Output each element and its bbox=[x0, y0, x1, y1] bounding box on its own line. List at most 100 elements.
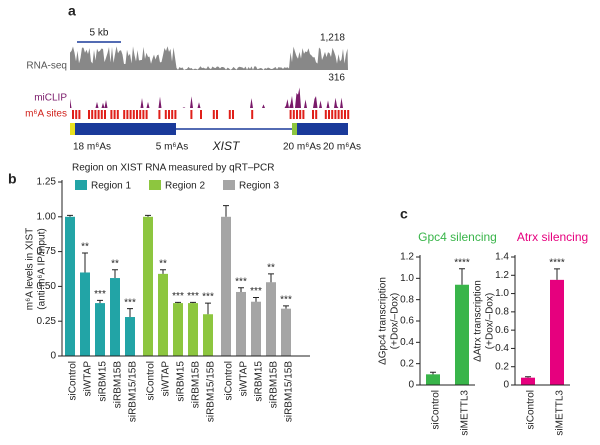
error-bar bbox=[145, 214, 151, 217]
m6a-site bbox=[139, 110, 142, 119]
m6a-site bbox=[75, 110, 78, 119]
m6a-site bbox=[168, 110, 170, 119]
error-bar bbox=[127, 308, 133, 318]
gene-label: 18 m⁶As bbox=[73, 142, 111, 153]
error-bar bbox=[238, 287, 244, 292]
m6a-site bbox=[289, 110, 292, 119]
y-tick-label: 1.0 bbox=[495, 288, 509, 299]
y-tick-label: 1.2 bbox=[495, 270, 509, 281]
significance: *** bbox=[124, 297, 136, 308]
bar bbox=[173, 303, 183, 356]
gene-label: XIST bbox=[212, 139, 241, 153]
m6a-site bbox=[296, 110, 298, 119]
exon bbox=[292, 123, 348, 135]
error-bar bbox=[430, 371, 436, 375]
x-tick-label: siControl bbox=[146, 361, 157, 400]
error-bar bbox=[175, 301, 181, 304]
m6a-site bbox=[344, 110, 346, 119]
exon bbox=[70, 123, 176, 135]
m6a-site bbox=[129, 110, 132, 119]
error-bar bbox=[253, 297, 259, 302]
x-tick-label: siControl bbox=[431, 390, 442, 429]
y-tick-label: 0.2 bbox=[495, 361, 509, 372]
m6a-site bbox=[331, 110, 334, 119]
x-tick-label: siRBM15/15B bbox=[128, 361, 139, 422]
y-tick-label: 1.00 bbox=[37, 211, 57, 222]
y-tick-label: 0 bbox=[408, 380, 414, 391]
y-axis-label: (+Dox/–Dox) bbox=[390, 293, 401, 349]
x-tick-label: siRBM15B bbox=[113, 361, 124, 409]
error-bar bbox=[554, 268, 560, 280]
m6a-site bbox=[100, 110, 103, 119]
error-bar bbox=[268, 273, 274, 283]
significance: **** bbox=[454, 257, 470, 268]
m6a-site bbox=[158, 110, 161, 119]
legend-title: Region on XIST RNA measured by qRT–PCR bbox=[72, 163, 275, 174]
panel-label: c bbox=[400, 206, 408, 222]
y-tick-label: 0.4 bbox=[400, 337, 414, 348]
y-tick-label: 0.6 bbox=[400, 316, 414, 327]
y-tick-label: 0.8 bbox=[400, 294, 414, 305]
y-tick-label: 1.25 bbox=[37, 177, 57, 188]
y-tick-label: 1.0 bbox=[400, 273, 414, 284]
x-tick-label: siWTAP bbox=[161, 361, 172, 397]
m6a-site bbox=[190, 110, 193, 119]
x-tick-label: siMETTL3 bbox=[555, 390, 566, 436]
m6a-site bbox=[232, 110, 234, 119]
legend-swatch bbox=[75, 180, 87, 190]
m6a-site bbox=[110, 110, 113, 119]
y-tick-label: 0 bbox=[503, 380, 509, 391]
m6a-site bbox=[337, 110, 340, 119]
y-axis-label: (+Dox/–Dox) bbox=[485, 293, 496, 349]
m6a-site bbox=[228, 110, 231, 119]
legend-label: Region 2 bbox=[165, 181, 205, 192]
m6a-site bbox=[78, 110, 81, 119]
bar bbox=[281, 308, 291, 356]
significance: *** bbox=[172, 291, 184, 302]
track-label: RNA-seq bbox=[26, 61, 67, 72]
bar bbox=[158, 273, 168, 356]
y-tick-label: 0 bbox=[50, 351, 56, 362]
y-tick-label: 0.25 bbox=[37, 316, 57, 327]
m6a-site bbox=[88, 110, 90, 119]
m6a-site bbox=[145, 110, 148, 119]
m6a-site bbox=[251, 110, 254, 119]
y-tick-label: 0.75 bbox=[37, 246, 57, 257]
track-max: 316 bbox=[328, 73, 345, 84]
bar bbox=[426, 374, 440, 385]
m6a-site bbox=[142, 110, 145, 119]
x-tick-label: siRBM15 bbox=[176, 361, 187, 402]
bar bbox=[455, 284, 469, 385]
m6a-site bbox=[171, 110, 174, 119]
bar bbox=[125, 317, 135, 356]
significance: ** bbox=[267, 263, 275, 274]
genome-tracks bbox=[70, 46, 350, 133]
bar bbox=[550, 279, 564, 385]
m6a-site bbox=[334, 110, 337, 119]
x-tick-label: siRBM15 bbox=[254, 361, 265, 402]
significance: *** bbox=[187, 291, 199, 302]
significance: ** bbox=[81, 242, 89, 253]
y-tick-label: 0.4 bbox=[495, 343, 509, 354]
m6a-site bbox=[200, 110, 202, 119]
bar bbox=[143, 216, 153, 356]
bar bbox=[251, 301, 261, 356]
error-bar bbox=[283, 305, 289, 309]
x-tick-label: siRBM15/15B bbox=[206, 361, 217, 422]
m6a-site bbox=[312, 110, 314, 119]
x-tick-label: siControl bbox=[224, 361, 235, 400]
significance: ** bbox=[111, 258, 119, 269]
m6a-site bbox=[212, 110, 215, 119]
m6a-site bbox=[97, 110, 100, 119]
legend-label: Region 1 bbox=[91, 181, 131, 192]
m6a-site bbox=[126, 110, 129, 119]
m6a-site bbox=[302, 110, 305, 119]
m6a-site bbox=[328, 110, 330, 119]
error-bar bbox=[67, 214, 73, 217]
m6a-site bbox=[132, 110, 135, 119]
x-tick-label: siControl bbox=[68, 361, 79, 400]
legend-swatch bbox=[223, 180, 235, 190]
significance: *** bbox=[94, 289, 106, 300]
y-tick-label: 0.50 bbox=[37, 281, 57, 292]
bar bbox=[521, 377, 535, 385]
